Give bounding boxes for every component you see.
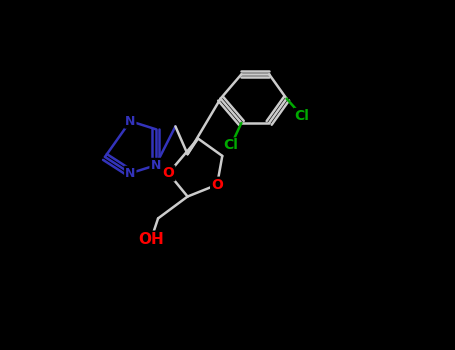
Text: Cl: Cl bbox=[295, 109, 309, 123]
Text: OH: OH bbox=[138, 232, 164, 247]
Text: O: O bbox=[162, 166, 174, 180]
Text: N: N bbox=[125, 167, 136, 180]
Text: N: N bbox=[125, 115, 136, 128]
Text: O: O bbox=[211, 178, 223, 192]
Text: N: N bbox=[151, 159, 161, 172]
Text: Cl: Cl bbox=[223, 139, 238, 153]
